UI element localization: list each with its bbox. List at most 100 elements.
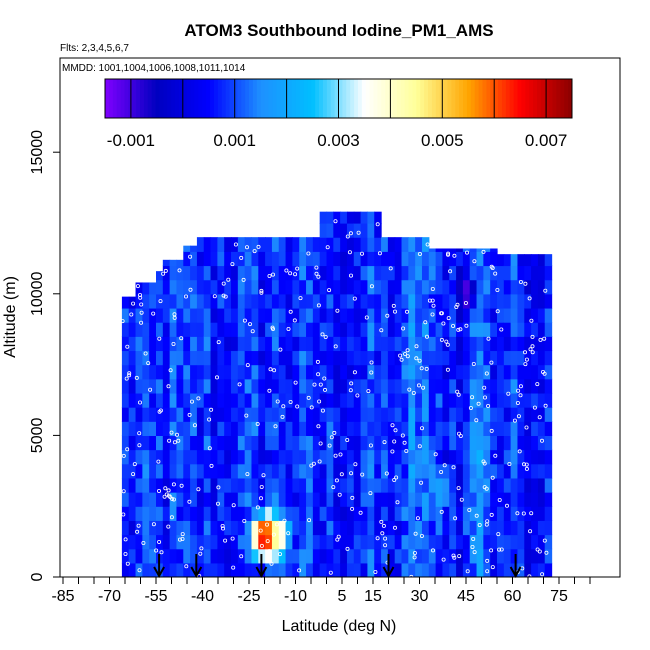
- observation-point: [314, 265, 319, 270]
- heat-cell: [169, 562, 178, 577]
- heat-cell: [469, 265, 478, 281]
- colorbar-swatch: [486, 79, 491, 118]
- heat-cell: [244, 534, 253, 550]
- heat-cell: [285, 477, 293, 493]
- heat-cell: [367, 237, 375, 252]
- heat-cell: [510, 322, 519, 337]
- heat-cell: [237, 265, 246, 281]
- observation-point: [359, 251, 364, 256]
- heat-cell: [408, 463, 416, 479]
- heat-cell: [544, 548, 553, 564]
- heat-cell: [265, 407, 273, 422]
- heat-cell: [217, 520, 225, 536]
- heat-cell: [176, 322, 184, 337]
- heat-cell: [203, 492, 212, 507]
- observation-point: [337, 492, 342, 497]
- colorbar-swatch: [147, 79, 153, 118]
- heat-cell: [128, 336, 137, 352]
- heat-cell: [278, 506, 287, 521]
- observation-point: [168, 368, 173, 373]
- heat-cell: [156, 350, 164, 366]
- heat-cell: [278, 336, 287, 352]
- heat-cell: [435, 506, 444, 521]
- heat-cell: [312, 463, 321, 479]
- heat-cell: [210, 307, 218, 323]
- heat-cell: [292, 421, 300, 436]
- heat-cell: [435, 520, 444, 536]
- heat-cell: [292, 548, 300, 564]
- observation-point: [403, 351, 408, 356]
- heat-cell: [156, 435, 164, 451]
- observation-point: [220, 526, 225, 531]
- heat-cell: [462, 251, 471, 267]
- heat-cell: [435, 248, 444, 252]
- heat-cell: [421, 506, 430, 521]
- heat-cell: [517, 548, 525, 564]
- heat-cell: [428, 392, 437, 408]
- observation-point: [163, 268, 168, 273]
- heat-cell: [381, 251, 389, 267]
- heat-cell: [265, 336, 273, 352]
- heat-cell: [299, 435, 307, 451]
- heat-cell: [490, 251, 498, 267]
- heat-cell: [374, 492, 382, 507]
- heat-cell: [408, 364, 416, 380]
- x-tick-label: -70: [98, 588, 121, 605]
- heat-cell: [278, 449, 287, 465]
- heat-cell: [183, 245, 191, 252]
- heat-cell: [299, 350, 307, 366]
- heat-cell: [421, 534, 430, 550]
- heat-cell: [210, 449, 218, 465]
- heat-cell: [421, 449, 430, 465]
- colorbar-swatch: [466, 79, 472, 118]
- heat-cell: [231, 449, 239, 465]
- observation-point: [154, 548, 159, 553]
- heat-cell: [435, 477, 444, 493]
- heat-cell: [476, 248, 484, 252]
- heat-cell: [244, 421, 253, 436]
- heat-cell: [537, 293, 546, 309]
- heat-cell: [224, 449, 232, 465]
- colorbar-swatch: [120, 79, 125, 118]
- observation-point: [309, 463, 314, 468]
- heat-cell: [524, 506, 532, 521]
- heat-cell: [306, 392, 314, 408]
- observation-point: [379, 328, 384, 333]
- heat-cell: [537, 449, 546, 465]
- heat-cell: [237, 534, 246, 550]
- observation-point: [293, 380, 298, 385]
- observation-point: [452, 253, 457, 258]
- observation-point: [459, 497, 464, 502]
- observation-point: [269, 561, 274, 566]
- heat-cell: [299, 492, 307, 507]
- observation-point: [445, 342, 450, 347]
- heat-cell: [401, 251, 409, 267]
- heat-cell: [346, 449, 355, 465]
- heat-cell: [251, 237, 259, 252]
- heat-cell: [306, 407, 314, 422]
- heat-cell: [353, 364, 362, 380]
- heat-cell: [306, 378, 314, 394]
- heat-cell: [346, 336, 355, 352]
- observation-point: [347, 250, 352, 255]
- heat-cell: [306, 293, 314, 309]
- heat-cell: [374, 407, 382, 422]
- heat-cell: [210, 435, 218, 451]
- heat-cell: [517, 336, 525, 352]
- observation-point: [385, 313, 390, 318]
- heat-cell: [326, 265, 334, 281]
- heat-cell: [149, 548, 157, 564]
- heat-cell: [517, 350, 525, 366]
- heat-cell: [217, 421, 225, 436]
- observation-point: [187, 412, 192, 417]
- heat-cell: [149, 421, 157, 436]
- heat-cell: [203, 322, 212, 337]
- heat-cell: [415, 336, 423, 352]
- profile-arrow: [382, 554, 395, 579]
- heat-cell: [299, 506, 307, 521]
- x-tick-label: -85: [51, 588, 74, 605]
- heat-cell: [210, 407, 218, 422]
- observation-point: [515, 400, 520, 405]
- heat-cell: [449, 477, 457, 493]
